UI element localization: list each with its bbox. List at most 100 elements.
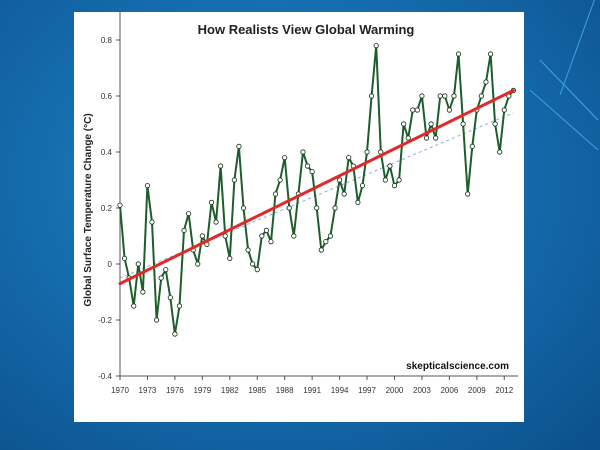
x-tick-label: 1970: [111, 386, 129, 395]
data-point: [272, 191, 279, 197]
data-point: [460, 121, 466, 127]
data-point: [282, 155, 288, 161]
data-point: [149, 219, 155, 225]
data-point: [163, 267, 169, 273]
data-point: [419, 93, 425, 99]
trend-line: [118, 88, 515, 286]
y-axis-label: Global Surface Temperature Change (°C): [83, 113, 94, 306]
data-point: [437, 93, 443, 99]
data-point: [309, 169, 315, 175]
y-tick-label: -0.2: [98, 316, 112, 325]
data-point: [277, 177, 283, 183]
data-point: [300, 149, 306, 155]
x-tick-label: 1976: [166, 386, 184, 395]
data-point: [167, 294, 173, 301]
data-point: [455, 51, 462, 57]
data-point: [355, 199, 361, 205]
x-tick-label: 1979: [193, 386, 211, 395]
data-point: [140, 289, 146, 295]
y-tick-label: 0.8: [101, 36, 113, 45]
data-point: [501, 107, 507, 113]
data-point: [254, 267, 260, 273]
y-tick-label: 0.6: [101, 92, 113, 101]
data-point: [423, 135, 430, 141]
watermark: skepticalscience.com: [406, 361, 509, 372]
data-point: [135, 261, 141, 267]
data-point: [387, 163, 393, 169]
x-tick-label: 1985: [248, 386, 266, 395]
data-point: [323, 239, 329, 245]
y-tick-label: -0.4: [98, 372, 112, 381]
data-point: [314, 205, 320, 211]
data-point: [268, 239, 274, 245]
data-point: [442, 93, 448, 99]
data-point: [401, 121, 407, 127]
data-point: [199, 233, 205, 239]
x-tick-label: 1988: [276, 386, 294, 395]
y-tick-label: 0.4: [101, 148, 113, 157]
data-point: [117, 202, 123, 208]
data-point: [364, 149, 370, 155]
x-ticks: 1970 1973 1976 1979 1982 1985 1988 1991 1994 1997…: [111, 376, 514, 395]
data-point: [492, 121, 498, 127]
data-point: [240, 205, 247, 211]
data-point: [131, 303, 137, 309]
data-point: [497, 149, 503, 155]
x-tick-label: 2006: [440, 386, 458, 395]
data-point: [478, 93, 485, 99]
temperature-chart: How Realists View Global Warming Global …: [83, 12, 518, 395]
data-point: [483, 79, 489, 85]
data-point: [336, 177, 343, 183]
data-point: [382, 177, 388, 183]
x-tick-label: 2003: [413, 386, 431, 395]
data-point: [236, 143, 242, 149]
data-point: [172, 331, 178, 337]
data-point: [451, 93, 457, 99]
data-point: [359, 183, 366, 189]
y-ticks: -0.4 -0.2 0 0.2 0.4 0.6 0.8: [98, 36, 120, 381]
data-point: [227, 255, 233, 261]
plot-area: [117, 42, 517, 337]
data-point: [213, 219, 219, 225]
x-tick-label: 1982: [221, 386, 239, 395]
data-point: [144, 183, 151, 189]
data-point: [218, 163, 224, 169]
data-point: [222, 233, 228, 239]
smoothed-line: [119, 112, 514, 279]
y-tick-label: 0: [108, 260, 113, 269]
x-tick-label: 2000: [386, 386, 404, 395]
data-point: [250, 261, 256, 267]
data-point: [433, 135, 439, 141]
data-point: [208, 199, 215, 205]
data-point: [410, 107, 416, 113]
data-point: [195, 261, 201, 267]
data-point: [396, 177, 402, 183]
decorative-chevrons: [530, 0, 599, 151]
temperature-series-line: [119, 45, 515, 335]
data-point: [181, 227, 187, 233]
data-point: [414, 107, 420, 113]
slide-content: How Realists View Global Warming Global …: [74, 12, 524, 422]
data-point: [341, 191, 347, 197]
data-point: [186, 211, 192, 217]
data-point: [487, 51, 494, 57]
data-point: [304, 163, 311, 169]
data-point: [346, 155, 352, 161]
chart-title: How Realists View Global Warming: [198, 22, 415, 37]
x-tick-label: 1973: [139, 386, 157, 395]
x-tick-label: 1991: [303, 386, 321, 395]
data-point: [291, 233, 297, 239]
x-tick-label: 2012: [495, 386, 513, 395]
data-point: [373, 42, 379, 49]
x-tick-label: 1997: [358, 386, 376, 395]
data-point: [465, 191, 471, 197]
data-point: [263, 227, 269, 233]
data-point: [286, 205, 292, 211]
data-point: [405, 135, 411, 141]
y-tick-label: 0.2: [101, 204, 113, 213]
data-point: [446, 107, 452, 113]
data-point: [428, 121, 434, 127]
data-point: [121, 255, 128, 261]
data-point: [318, 247, 324, 253]
data-point: [469, 143, 475, 149]
